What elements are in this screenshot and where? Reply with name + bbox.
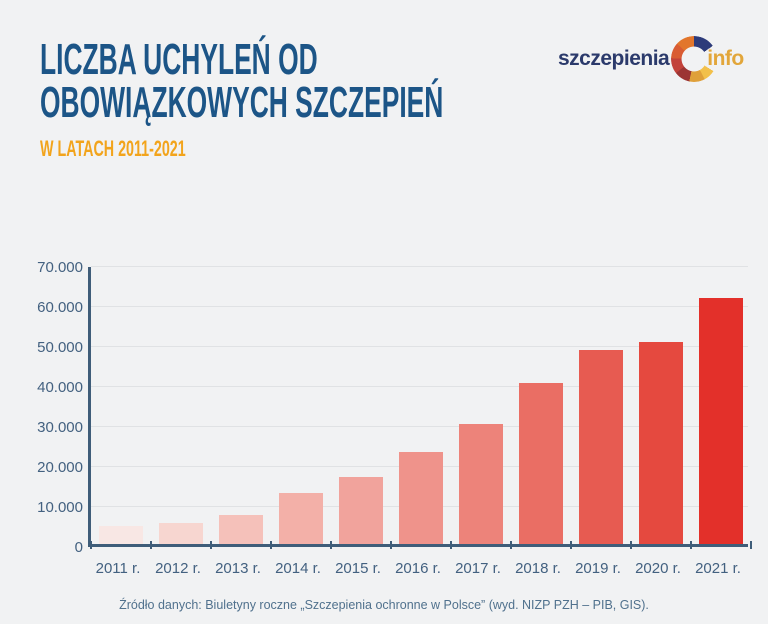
logo-text-suffix: info [707,47,744,70]
bar-2012-r. [159,522,203,544]
bar-2020-r. [639,341,683,544]
x-axis-tick [570,541,572,549]
x-axis-tick [630,541,632,549]
bar-2016-r. [399,451,443,544]
x-axis-label-2013-r.: 2013 r. [215,560,261,577]
logo-ring-icon [671,36,718,82]
bar-2021-r. [699,298,743,544]
x-axis-tick [450,541,452,549]
x-axis-tick [690,541,692,549]
logo-text-main: szczepienia [558,47,670,70]
x-axis-tick [750,541,752,549]
page-subtitle: W LATACH 2011-2021 [40,136,186,161]
x-axis-label-2018-r.: 2018 r. [515,560,561,577]
bar-chart: 0 10.000 20.000 30.000 40.000 50.000 60.000 70.… [0,250,768,585]
gridline-50.000 [91,346,748,347]
bar-2014-r. [279,493,323,544]
gridline-40.000 [91,386,748,387]
x-axis-label-2019-r.: 2019 r. [575,560,621,577]
y-axis-label-50.000: 50.000 [37,339,83,356]
bar-2013-r. [219,515,263,544]
y-axis-label-60.000: 60.000 [37,299,83,316]
y-axis-label-40.000: 40.000 [37,379,83,396]
x-axis-tick [510,541,512,549]
szczepienia-info-logo: szczepienia info [558,36,744,82]
y-axis-label-20.000: 20.000 [37,459,83,476]
bar-2019-r. [579,349,623,544]
x-axis-tick [210,541,212,549]
title-line-2: OBOWIĄZKOWYCH SZCZEPIEŃ [40,78,444,127]
x-axis-label-2012-r.: 2012 r. [155,560,201,577]
x-axis-label-2015-r.: 2015 r. [335,560,381,577]
x-axis-tick [150,541,152,549]
gridline-30.000 [91,426,748,427]
page-title: LICZBA UCHYLEŃ OD OBOWIĄZKOWYCH SZCZEPIE… [40,35,712,127]
title-line-1: LICZBA UCHYLEŃ OD [40,35,318,84]
y-axis-label-30.000: 30.000 [37,419,83,436]
x-axis-label-2014-r.: 2014 r. [275,560,321,577]
bar-2011-r. [99,526,143,544]
x-axis-label-2020-r.: 2020 r. [635,560,681,577]
x-axis-label-2011-r.: 2011 r. [95,560,141,577]
x-axis-label-2021-r.: 2021 r. [695,560,741,577]
x-axis-tick [390,541,392,549]
bar-2015-r. [339,477,383,544]
x-axis-tick [90,541,92,549]
gridline-70.000 [91,266,748,267]
header: LICZBA UCHYLEŃ OD OBOWIĄZKOWYCH SZCZEPIE… [40,38,712,162]
y-axis-label-0: 0 [74,539,83,556]
x-axis-label-2017-r.: 2017 r. [455,560,501,577]
gridline-60.000 [91,306,748,307]
y-axis-label-70.000: 70.000 [37,259,83,276]
x-axis-tick [330,541,332,549]
plot-area: 0 10.000 20.000 30.000 40.000 50.000 60.000 70.… [37,260,752,555]
bar-2017-r. [459,423,503,544]
y-axis-label-10.000: 10.000 [37,499,83,516]
bar-2018-r. [519,382,563,544]
x-axis-tick [270,541,272,549]
source-note: Źródło danych: Biuletyny roczne „Szczepi… [119,598,649,612]
x-axis-label-2016-r.: 2016 r. [395,560,441,577]
